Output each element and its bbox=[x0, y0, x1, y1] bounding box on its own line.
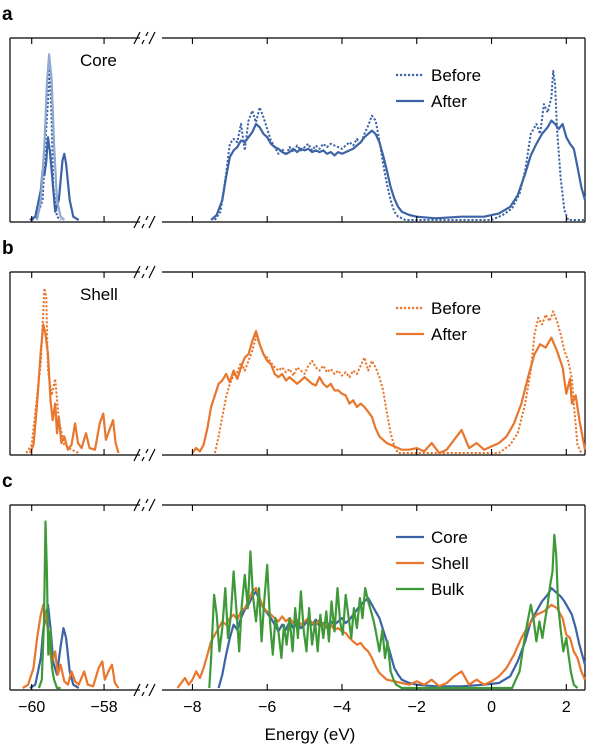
axis-break-mark bbox=[148, 265, 156, 279]
panel-title: Core bbox=[80, 51, 117, 70]
axis-break-mark bbox=[133, 498, 141, 512]
panel-letter: c bbox=[2, 471, 13, 492]
axis-break-mark bbox=[133, 265, 141, 279]
panel-title: Shell bbox=[80, 285, 118, 304]
axis-break-mark bbox=[148, 448, 156, 462]
x-tick-label: 2 bbox=[562, 699, 571, 716]
series-line-shell-semicore bbox=[22, 603, 120, 689]
legend-label-before: Before bbox=[431, 66, 481, 85]
panel-letter: b bbox=[2, 238, 14, 259]
axis-break-mark bbox=[148, 498, 156, 512]
axis-break-mark bbox=[148, 31, 156, 45]
series-line-bulk-valence bbox=[208, 533, 579, 690]
axis-break-gap bbox=[141, 270, 153, 274]
axis-break-gap bbox=[141, 36, 153, 40]
x-tick-label: −60 bbox=[18, 699, 45, 716]
x-tick-label: −8 bbox=[183, 699, 201, 716]
legend-label-after: After bbox=[431, 325, 467, 344]
x-tick-label: −2 bbox=[408, 699, 426, 716]
axis-break-mark bbox=[148, 215, 156, 229]
axis-break-mark bbox=[133, 215, 141, 229]
axis-break-mark bbox=[133, 448, 141, 462]
legend-label-before: Before bbox=[431, 299, 481, 318]
legend-label-bulk: Bulk bbox=[431, 580, 465, 599]
legend-label-after: After bbox=[431, 92, 467, 111]
axis-break-mark bbox=[133, 31, 141, 45]
x-tick-label: 0 bbox=[487, 699, 496, 716]
axis-break-gap bbox=[141, 220, 153, 224]
series-line-after-valence bbox=[210, 119, 587, 221]
series-line-before-valence bbox=[214, 70, 585, 221]
axis-break-gap bbox=[141, 688, 153, 692]
x-tick-label: −4 bbox=[333, 699, 351, 716]
series-line-before-valence bbox=[213, 310, 583, 454]
axis-break-mark bbox=[133, 683, 141, 697]
axis-break-gap bbox=[141, 453, 153, 457]
x-axis-label: Energy (eV) bbox=[265, 725, 356, 744]
series-line-aux-semicore bbox=[36, 53, 66, 221]
x-tick-label: −58 bbox=[90, 699, 117, 716]
axis-break-mark bbox=[148, 683, 156, 697]
series-line-core-semicore bbox=[29, 603, 80, 689]
axis-break-gap bbox=[141, 503, 153, 507]
legend-label-shell: Shell bbox=[431, 554, 469, 573]
series-line-after-semicore bbox=[28, 323, 120, 454]
x-tick-label: −6 bbox=[258, 699, 276, 716]
series-line-bulk-semicore bbox=[37, 520, 61, 690]
panel-letter: a bbox=[2, 4, 13, 25]
legend-label-core: Core bbox=[431, 528, 468, 547]
series-line-after-valence bbox=[191, 330, 587, 455]
